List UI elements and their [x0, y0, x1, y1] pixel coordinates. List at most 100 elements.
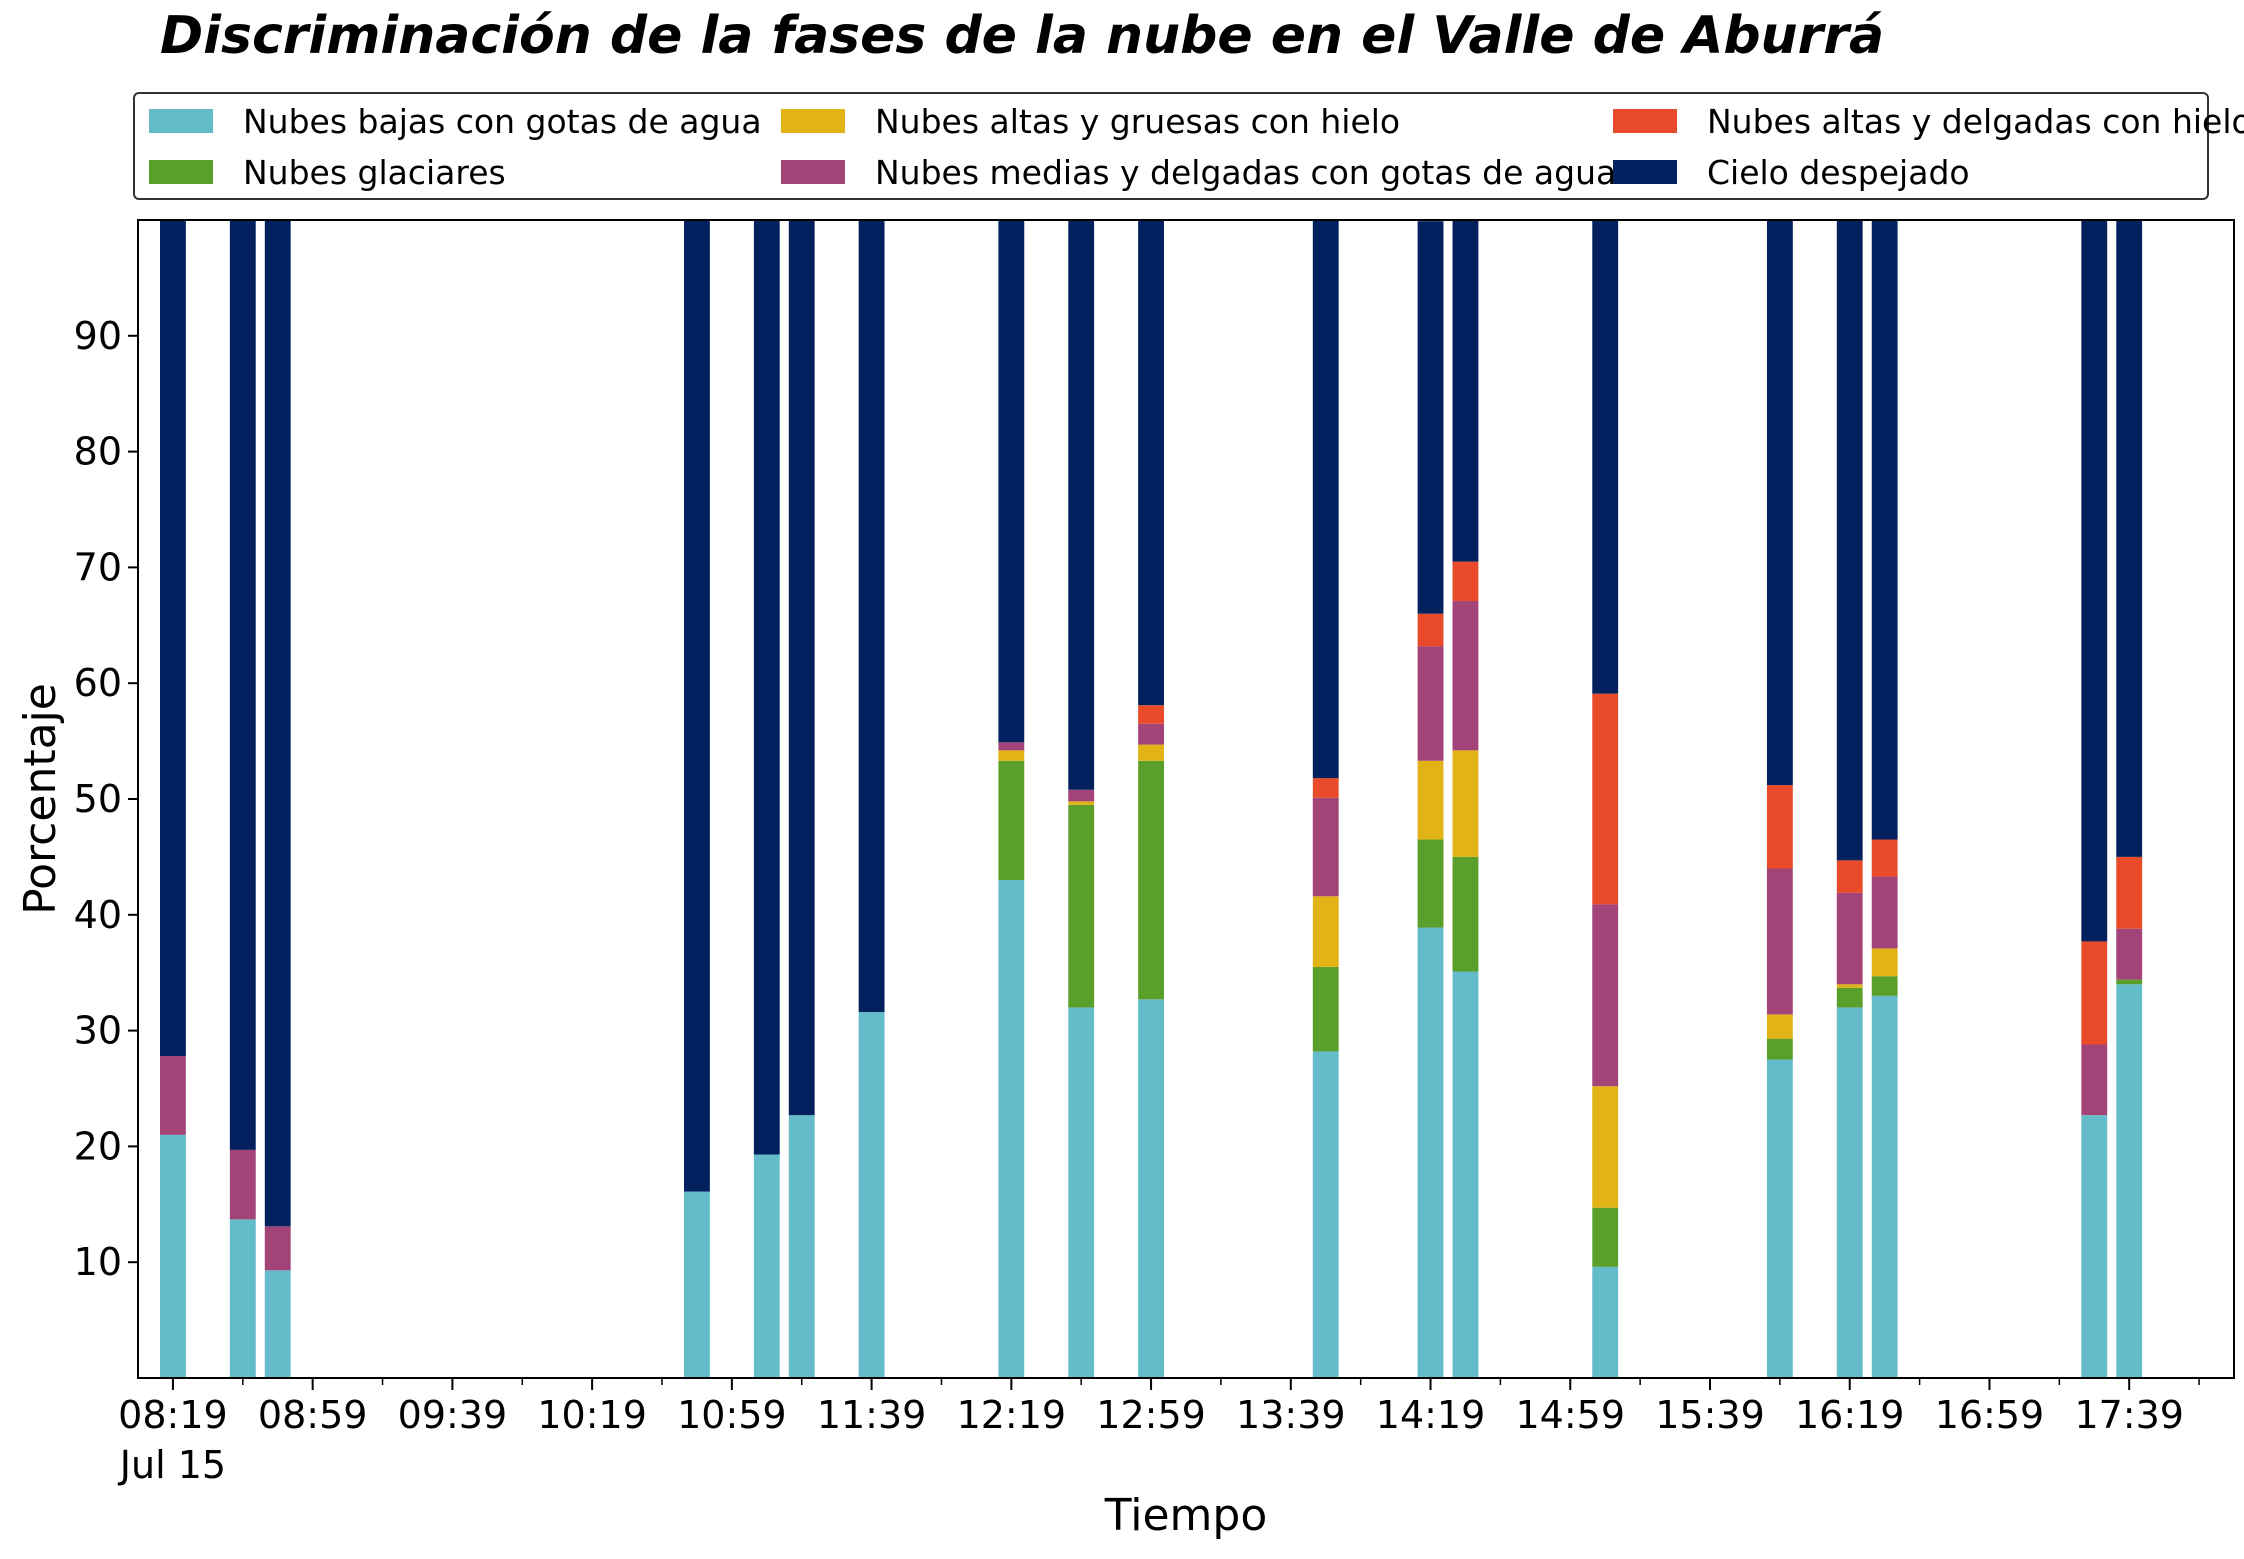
bar-segment	[229, 1149, 256, 1220]
bar-segment	[1592, 1266, 1619, 1378]
bar-segment	[1592, 693, 1619, 905]
bar-segment	[1138, 723, 1164, 745]
x-tick-label: 10:19	[537, 1393, 647, 1437]
bar-segment	[1871, 948, 1898, 977]
bar-segment	[2081, 1044, 2108, 1116]
bar-segment	[1836, 1007, 1863, 1378]
bar-segment	[1871, 995, 1898, 1378]
bar-segment	[1312, 966, 1339, 1052]
bar-segment	[2081, 941, 2108, 1045]
y-tick-label: 90	[74, 314, 122, 358]
x-axis-label: Tiempo	[1104, 1490, 1268, 1541]
legend-item-cielo-despejado: Cielo despejado	[1613, 152, 1970, 192]
bar-segment	[1138, 705, 1164, 724]
x-tick-label: 17:39	[2074, 1393, 2184, 1437]
bar-segment	[1452, 750, 1479, 857]
bar-segment	[1138, 744, 1164, 761]
bar-segment	[1312, 797, 1339, 897]
legend-swatch	[781, 160, 845, 184]
y-tick-label: 60	[74, 661, 122, 705]
bar-segment	[264, 1226, 291, 1271]
bar-segment	[1766, 1014, 1793, 1039]
bar-segment	[1766, 1038, 1793, 1060]
bar-segment	[2116, 856, 2143, 929]
bar-segment	[1871, 876, 1898, 949]
bar-segment	[1871, 839, 1898, 877]
bar-segment	[1766, 1059, 1793, 1378]
legend-label: Cielo despejado	[1707, 152, 1970, 192]
bar-segment	[1836, 984, 1863, 988]
bar-segment	[1312, 896, 1339, 967]
x-date-label: Jul 15	[118, 1443, 226, 1487]
bar-segment	[1138, 999, 1164, 1378]
legend-item-nubes-glaciares: Nubes glaciares	[149, 152, 506, 192]
y-tick-label: 40	[74, 893, 122, 937]
bar-segment	[1766, 220, 1793, 786]
legend: Nubes bajas con gotas de agua Nubes glac…	[133, 92, 2244, 200]
legend-item-nubes-bajas: Nubes bajas con gotas de agua	[149, 101, 762, 141]
bar-segment	[1312, 778, 1339, 798]
bar-segment	[1138, 760, 1164, 1000]
x-tick-label: 14:19	[1376, 1393, 1486, 1437]
bar-segment	[1417, 646, 1444, 761]
bar-segment	[1452, 561, 1479, 601]
x-tick-label: 12:19	[957, 1393, 1067, 1437]
bar-segment	[1871, 976, 1898, 996]
bar-segment	[684, 220, 710, 1192]
bar-segment	[1452, 971, 1479, 1378]
legend-swatch	[149, 160, 213, 184]
bar-segment	[2116, 928, 2143, 980]
bar-segment	[1592, 220, 1619, 694]
legend-item-nubes-medias: Nubes medias y delgadas con gotas de agu…	[781, 152, 1616, 192]
bar-segment	[753, 1154, 780, 1378]
bar-segment	[1836, 220, 1863, 861]
bar-segment	[1766, 785, 1793, 869]
bar-segment	[160, 1056, 186, 1135]
bar-segment	[858, 1012, 885, 1378]
bar-segment	[1417, 760, 1444, 840]
bar-segment	[229, 1219, 256, 1378]
bar-segment	[1836, 892, 1863, 985]
x-tick-label: 16:59	[1935, 1393, 2045, 1437]
bar-segment	[998, 742, 1025, 751]
bar-segment	[160, 220, 186, 1057]
bar-segment	[2116, 979, 2143, 985]
legend-label: Nubes altas y delgadas con hielo	[1707, 101, 2244, 141]
x-tick-label: 08:59	[258, 1393, 368, 1437]
bar-segment	[1452, 220, 1479, 562]
bars-group	[160, 220, 2143, 1378]
bar-segment	[1312, 1051, 1339, 1378]
y-axis-label: Porcentaje	[15, 683, 66, 915]
bar-segment	[998, 220, 1025, 743]
bar-segment	[1836, 987, 1863, 1008]
x-tick-label: 10:59	[677, 1393, 787, 1437]
y-tick-label: 80	[74, 430, 122, 474]
bar-segment	[229, 220, 256, 1150]
bar-segment	[1417, 927, 1444, 1378]
bar-segment	[1068, 789, 1095, 802]
bar-segment	[788, 220, 815, 1116]
legend-swatch	[1613, 160, 1677, 184]
bar-segment	[753, 220, 780, 1155]
bar-segment	[998, 750, 1025, 761]
bar-segment	[998, 880, 1025, 1378]
bar-segment	[1138, 220, 1164, 706]
chart-title: Discriminación de la fases de la nube en…	[160, 6, 1885, 66]
legend-label: Nubes glaciares	[243, 152, 506, 192]
bar-segment	[684, 1191, 710, 1378]
bar-segment	[1592, 1207, 1619, 1267]
legend-swatch	[149, 109, 213, 133]
bar-segment	[1452, 856, 1479, 972]
x-tick-label: 12:59	[1096, 1393, 1206, 1437]
bar-segment	[1417, 839, 1444, 928]
legend-label: Nubes bajas con gotas de agua	[243, 101, 762, 141]
x-tick-label: 14:59	[1516, 1393, 1626, 1437]
bar-segment	[1452, 600, 1479, 751]
x-tick-label: 09:39	[398, 1393, 508, 1437]
x-tick-label: 13:39	[1236, 1393, 1346, 1437]
bar-segment	[1068, 220, 1095, 790]
bar-segment	[1068, 1007, 1095, 1378]
y-tick-label: 10	[74, 1240, 122, 1284]
bar-segment	[1312, 220, 1339, 779]
bar-segment	[1592, 1086, 1619, 1208]
